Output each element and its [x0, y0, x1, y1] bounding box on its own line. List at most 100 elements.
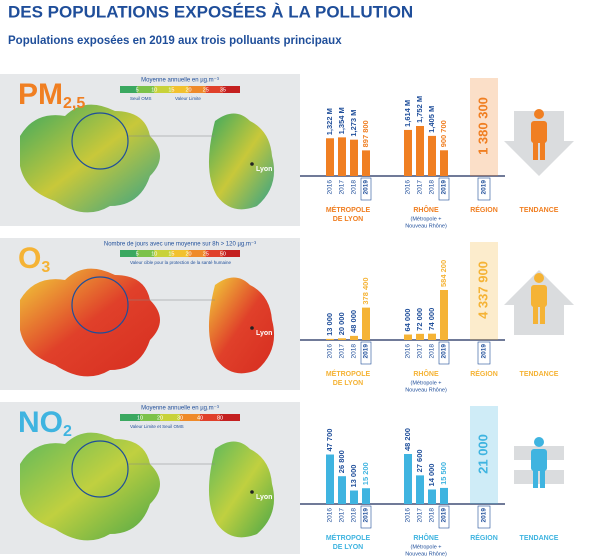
bar	[362, 150, 370, 176]
bar	[440, 487, 448, 504]
year-label: 2016	[405, 180, 412, 195]
region-box	[470, 242, 498, 340]
region-value: 4 337 900	[475, 261, 490, 319]
map-label: Lyon	[256, 166, 272, 173]
value-label: 1,614 M	[403, 100, 412, 127]
year-label: 2016	[327, 508, 334, 523]
group-name: MÉTROPOLE	[326, 205, 371, 214]
legend-note: Seuil OMS	[130, 96, 152, 101]
value-label: 1,752 M	[415, 96, 424, 123]
bar	[326, 138, 334, 176]
bar	[350, 335, 358, 340]
region-value: 1 380 300	[475, 97, 490, 155]
legend-tick: 25	[203, 87, 209, 93]
legend-swatch	[154, 86, 172, 93]
bar	[404, 454, 412, 504]
legend-swatch	[140, 414, 160, 421]
value-label: 47 700	[325, 429, 334, 452]
bar	[326, 338, 334, 340]
pollutant: NO	[18, 406, 63, 439]
person-body	[531, 449, 547, 471]
group-name: RHÔNE	[413, 369, 439, 378]
person-head	[534, 437, 544, 447]
bar	[326, 454, 334, 504]
legend-tick: 50	[220, 251, 226, 257]
pollutant-name: NO2	[18, 406, 72, 440]
legend-title: Nombre de jours avec une moyenne sur 8h …	[104, 242, 256, 248]
bar	[404, 129, 412, 176]
legend-tick: 5	[136, 251, 139, 257]
value-label: 13 000	[325, 313, 334, 336]
legend-swatch	[220, 414, 240, 421]
bar	[338, 338, 346, 340]
bar	[416, 126, 424, 176]
value-label: 72 000	[415, 308, 424, 331]
legend-tick: 20	[186, 251, 192, 257]
year-label: 2017	[417, 508, 424, 523]
legend-title: Moyenne annuelle en µg.m⁻³	[141, 78, 219, 84]
legend-swatch	[205, 250, 223, 257]
region-year: 2019	[481, 508, 488, 523]
bar	[338, 137, 346, 176]
value-label: 584 200	[439, 260, 448, 287]
year-label: 2018	[429, 180, 436, 195]
year-label: 2018	[351, 508, 358, 523]
region-year-box	[477, 177, 491, 201]
legend-swatch	[205, 86, 223, 93]
legend-swatch	[222, 86, 240, 93]
legend-note: Valeur Limite et Seuil OMS	[130, 424, 184, 429]
value-label: 27 600	[415, 449, 424, 472]
person-body	[531, 121, 547, 143]
legend-tick: 10	[151, 251, 157, 257]
group-name2: (Métropole +	[410, 216, 441, 222]
legend-swatch	[137, 250, 155, 257]
year-box	[360, 177, 372, 201]
map-label: Lyon	[256, 494, 272, 501]
legend-swatch	[188, 250, 206, 257]
region-name: RÉGION	[470, 369, 498, 378]
legend-swatch	[137, 86, 155, 93]
year-box	[360, 505, 372, 529]
lyon-dot	[250, 162, 254, 166]
legend-tick: 40	[197, 415, 203, 421]
legend-tick: 5	[136, 87, 139, 93]
year-label: 2018	[429, 344, 436, 359]
pollutant-sub: 2,5	[63, 95, 85, 112]
bar	[338, 476, 346, 504]
map-rhone	[208, 113, 275, 210]
group-name: MÉTROPOLE	[326, 369, 371, 378]
group-name3: Nouveau Rhône)	[405, 387, 447, 393]
bar	[428, 333, 436, 340]
bar	[404, 334, 412, 340]
pollutant: O	[18, 242, 41, 275]
legend-note: Valeur Limite	[175, 96, 201, 101]
year-label: 2019	[441, 344, 448, 359]
legend-note: Valeur cible pour la protection de la sa…	[130, 260, 231, 265]
person-leg	[533, 142, 538, 160]
value-label: 1,322 M	[325, 108, 334, 135]
region-year: 2019	[481, 180, 488, 195]
group-name: RHÔNE	[413, 533, 439, 542]
year-label: 2019	[441, 180, 448, 195]
trend-arrow	[514, 446, 564, 484]
group-name2: (Métropole +	[410, 544, 441, 550]
bar	[440, 150, 448, 176]
title: DES POPULATIONS EXPOSÉES À LA POLLUTION	[8, 2, 413, 21]
value-label: 20 000	[337, 312, 346, 335]
year-label: 2019	[363, 508, 370, 523]
year-label: 2018	[351, 180, 358, 195]
legend-tick: 20	[157, 415, 163, 421]
zoom-circle	[71, 440, 129, 498]
pollutant-name: PM2,5	[18, 78, 85, 112]
bar	[440, 290, 448, 340]
bar	[416, 333, 424, 340]
region-box	[470, 406, 498, 504]
tendency-label: TENDANCE	[520, 535, 559, 542]
legend-swatch	[200, 414, 220, 421]
value-label: 13 000	[349, 465, 358, 488]
value-label: 64 000	[403, 309, 412, 332]
value-label: 48 200	[403, 428, 412, 451]
year-label: 2016	[405, 508, 412, 523]
year-label: 2017	[339, 180, 346, 195]
